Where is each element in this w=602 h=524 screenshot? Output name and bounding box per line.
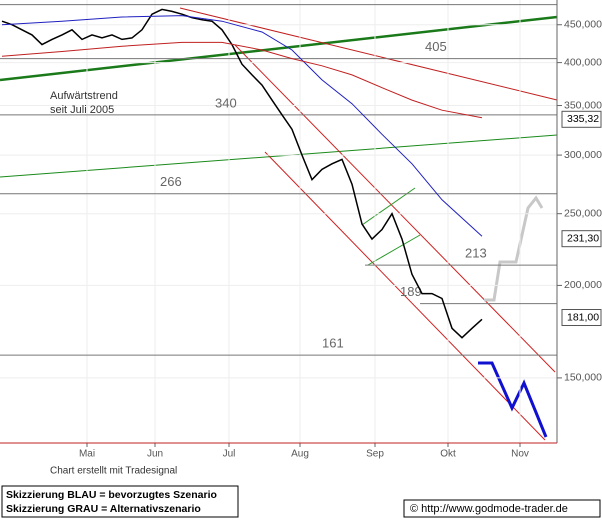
last-value-label: 181,00 bbox=[567, 311, 599, 323]
level-label: 405 bbox=[425, 39, 447, 54]
credit: Chart erstellt mit Tradesignal bbox=[50, 466, 177, 477]
level-label: 213 bbox=[465, 246, 487, 261]
annotation: Aufwärtstrend bbox=[50, 90, 118, 102]
level-label: 340 bbox=[215, 95, 237, 110]
x-tick-label: Jul bbox=[223, 449, 236, 460]
x-tick-label: Aug bbox=[291, 449, 309, 460]
annotation: seit Juli 2005 bbox=[50, 104, 114, 116]
source: © http://www.godmode-trader.de bbox=[410, 503, 568, 515]
x-tick-label: Sep bbox=[366, 449, 384, 460]
y-tick-label: 450,000 bbox=[564, 19, 602, 31]
level-label: 266 bbox=[160, 174, 182, 189]
last-value-label: 231,30 bbox=[567, 232, 599, 244]
y-tick-label: 250,000 bbox=[564, 207, 602, 219]
y-tick-label: 300,000 bbox=[564, 149, 602, 161]
x-tick-label: Okt bbox=[440, 449, 456, 460]
x-tick-label: Jun bbox=[147, 449, 163, 460]
y-tick-label: 200,000 bbox=[564, 279, 602, 291]
last-value-label: 335,32 bbox=[567, 113, 599, 125]
legend-text: Skizzierung BLAU = bevorzugtes Szenario bbox=[6, 489, 217, 501]
level-label: 161 bbox=[322, 336, 344, 351]
legend-text: Skizzierung GRAU = Alternativszenario bbox=[6, 503, 201, 515]
x-tick-label: Nov bbox=[511, 449, 529, 460]
y-tick-label: 400,000 bbox=[564, 56, 602, 68]
y-tick-label: 350,000 bbox=[564, 99, 602, 111]
x-tick-label: Mai bbox=[79, 449, 95, 460]
y-tick-label: 150,000 bbox=[564, 372, 602, 384]
